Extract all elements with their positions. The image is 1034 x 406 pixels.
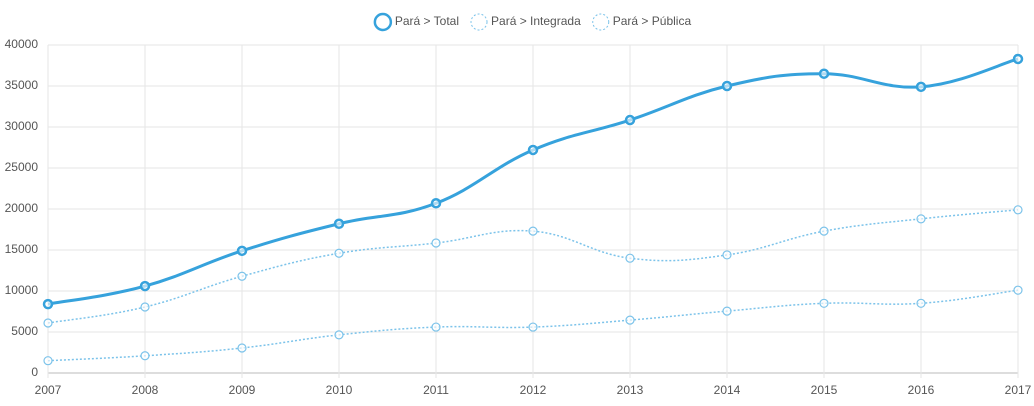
x-tick-label: 2015 (811, 383, 838, 397)
point (139, 280, 151, 292)
legend-swatch (470, 13, 488, 31)
point (140, 302, 150, 312)
y-tick-label: 35000 (5, 78, 39, 92)
point (334, 248, 344, 258)
point (528, 226, 538, 236)
point (915, 81, 927, 93)
point (431, 238, 441, 248)
x-tick-label: 2014 (714, 383, 741, 397)
point (236, 245, 248, 257)
point (334, 330, 344, 340)
point (916, 214, 926, 224)
x-tick-label: 2012 (520, 383, 547, 397)
legend-item: Pará > Integrada (470, 13, 581, 31)
y-tick-label: 15000 (5, 242, 39, 256)
point (527, 144, 539, 156)
point (722, 306, 732, 316)
legend-label: Pará > Integrada (491, 14, 581, 28)
legend-item: Pará > Total (373, 12, 459, 32)
y-tick-label: 40000 (5, 37, 39, 51)
x-tick-label: 2011 (423, 383, 449, 397)
point (625, 253, 635, 263)
point (42, 298, 54, 310)
point (43, 318, 53, 328)
point (916, 298, 926, 308)
y-tick-label: 20000 (5, 201, 39, 215)
point (818, 68, 830, 79)
x-tick-label: 2013 (617, 383, 644, 397)
x-tick-label: 2010 (326, 383, 353, 397)
legend-label: Pará > Total (395, 14, 459, 28)
point (430, 198, 442, 209)
point (237, 271, 247, 281)
point (624, 114, 636, 126)
point (819, 226, 829, 236)
point (528, 322, 538, 332)
point (431, 322, 441, 332)
line (47, 289, 1019, 362)
x-tick-label: 2007 (35, 383, 62, 397)
y-tick-label: 5000 (11, 324, 38, 338)
legend-item: Pará > Pública (592, 13, 692, 31)
point (140, 351, 150, 361)
y-tick-label: 30000 (5, 119, 39, 133)
point (1013, 285, 1023, 295)
y-tick-label: 10000 (5, 283, 39, 297)
x-tick-label: 2017 (1005, 383, 1032, 397)
point (721, 80, 733, 92)
point (1013, 205, 1023, 215)
y-tick-label: 25000 (5, 160, 39, 174)
point (333, 218, 345, 230)
point (819, 298, 829, 308)
x-tick-label: 2009 (229, 383, 256, 397)
legend-swatch (592, 13, 610, 31)
point (625, 315, 635, 325)
point (43, 356, 53, 366)
point (1012, 53, 1024, 65)
y-tick-label: 0 (31, 365, 38, 379)
legend-swatch (373, 12, 393, 32)
point (722, 250, 732, 260)
legend-label: Pará > Pública (613, 14, 692, 28)
x-tick-label: 2016 (908, 383, 935, 397)
x-tick-label: 2008 (132, 383, 159, 397)
point (237, 343, 247, 353)
